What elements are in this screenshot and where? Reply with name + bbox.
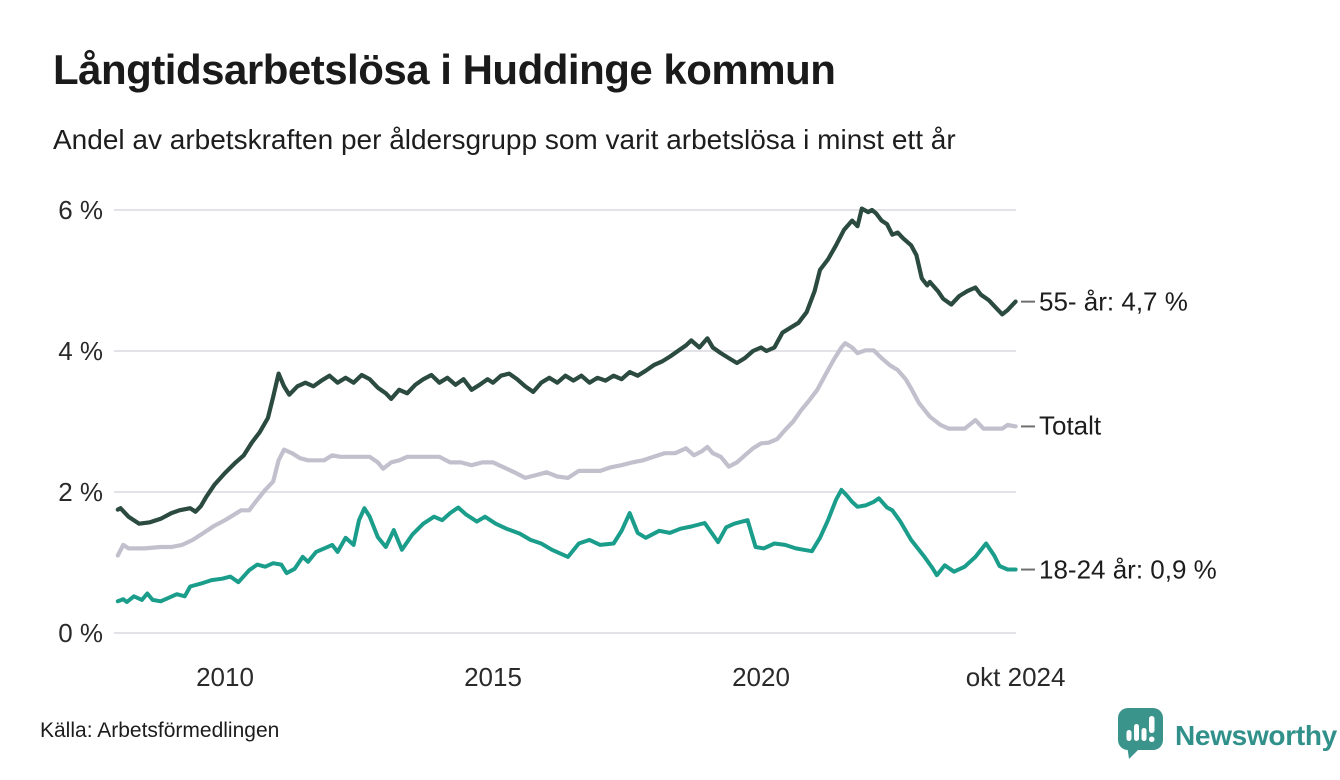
end-label-1824: 18-24 år: 0,9 %	[1039, 554, 1217, 585]
source-note: Källa: Arbetsförmedlingen	[40, 719, 280, 742]
series-line-1824	[115, 487, 1018, 604]
x-tick-label: 2010	[196, 662, 254, 692]
page-subtitle: Andel av arbetskraften per åldersgrupp s…	[53, 124, 956, 155]
newsworthy-brand: Newsworthy	[1117, 707, 1337, 765]
y-tick-label: 2 %	[58, 477, 103, 507]
y-tick-label: 0 %	[58, 618, 103, 648]
x-tick-label: 2020	[732, 662, 790, 692]
end-label-55: 55- år: 4,7 %	[1039, 286, 1188, 317]
newsworthy-brand-name: Newsworthy	[1175, 720, 1337, 751]
y-tick-label: 6 %	[58, 195, 103, 225]
series-line-55	[115, 206, 1018, 526]
series-line-totalt	[115, 341, 1018, 558]
x-tick-label: 2015	[464, 662, 522, 692]
page-title: Långtidsarbetslösa i Huddinge kommun	[53, 46, 836, 93]
end-label-totalt: Totalt	[1039, 410, 1102, 441]
x-tick-label: okt 2024	[966, 662, 1066, 692]
newsworthy-logo-icon	[1117, 707, 1165, 765]
y-tick-label: 4 %	[58, 336, 103, 366]
